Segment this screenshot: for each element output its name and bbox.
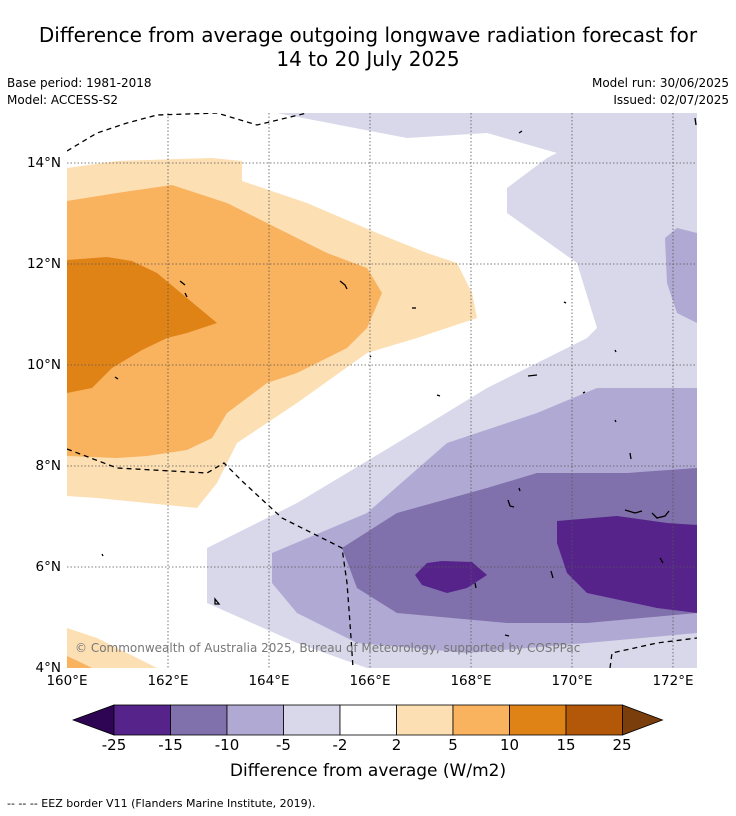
lat-label-14n: 14°N (26, 155, 61, 171)
contour-dark-orange (67, 257, 217, 393)
colorbar-segment (565, 704, 623, 736)
lat-label-4n: 4°N (35, 660, 61, 676)
eez-footnote: -- -- -- EEZ border V11 (Flanders Marine… (7, 797, 316, 810)
colorbar-segment (113, 704, 171, 736)
colorbar-label: 10 (499, 736, 520, 754)
map-frame (67, 113, 697, 668)
map-title-line1: Difference from average outgoing longwav… (38, 23, 698, 47)
copyright-notice: © Commonwealth of Australia 2025, Bureau… (75, 641, 581, 655)
colorbar-label: -2 (332, 736, 348, 754)
colorbar-segment (452, 704, 510, 736)
anomaly-contours (67, 113, 697, 668)
colorbar-segment (283, 704, 341, 736)
colorbar-label: -25 (101, 736, 127, 754)
colorbar-label: -5 (276, 736, 291, 754)
lon-label-162e: 162°E (147, 673, 189, 689)
graticule (67, 113, 697, 668)
contour-deep-purple-east (557, 516, 697, 613)
lat-label-10n: 10°N (26, 357, 61, 373)
issued-text: Issued: 02/07/2025 (613, 93, 729, 107)
colorbar-label: -10 (214, 736, 240, 754)
lon-label-168e: 168°E (450, 673, 492, 689)
contour-deep-purple-centre (415, 561, 487, 593)
model-text: Model: ACCESS-S2 (7, 93, 119, 107)
colorbar-label: 5 (448, 736, 458, 754)
colorbar-segment (226, 704, 284, 736)
base-period-text: Base period: 1981-2018 (7, 76, 152, 90)
lat-label-8n: 8°N (35, 458, 61, 474)
colorbar-extend-high (622, 704, 664, 736)
colorbar (72, 704, 664, 736)
colorbar-segment (396, 704, 454, 736)
map-plot[interactable]: © Commonwealth of Australia 2025, Bureau… (67, 113, 697, 668)
contour-mid-orange-sw (67, 656, 92, 668)
lon-label-170e: 170°E (551, 673, 593, 689)
lon-label-164e: 164°E (248, 673, 290, 689)
colorbar-segment (170, 704, 228, 736)
model-run-text: Model run: 30/06/2025 (591, 76, 729, 90)
lon-label-172e: 172°E (652, 673, 694, 689)
islands (101, 117, 697, 637)
colorbar-label: 15 (556, 736, 576, 754)
colorbar-title: Difference from average (W/m2) (229, 761, 507, 781)
colorbar-label: 2 (391, 736, 402, 754)
lon-label-160e: 160°E (46, 673, 88, 689)
lat-label-12n: 12°N (26, 256, 61, 272)
map-canvas (67, 113, 697, 668)
lat-label-6n: 6°N (35, 559, 61, 575)
colorbar-label: 25 (612, 736, 632, 754)
contour-light-orange-sw (67, 628, 157, 668)
contour-mid-orange (67, 185, 382, 458)
colorbar-label: -15 (158, 736, 183, 754)
eez-borders (67, 113, 697, 668)
colorbar-extend-low (72, 704, 115, 736)
colorbar-segment (509, 704, 567, 736)
map-title-line2: 14 to 20 July 2025 (276, 47, 460, 71)
colorbar-segment (339, 704, 397, 736)
lon-label-166e: 166°E (349, 673, 391, 689)
